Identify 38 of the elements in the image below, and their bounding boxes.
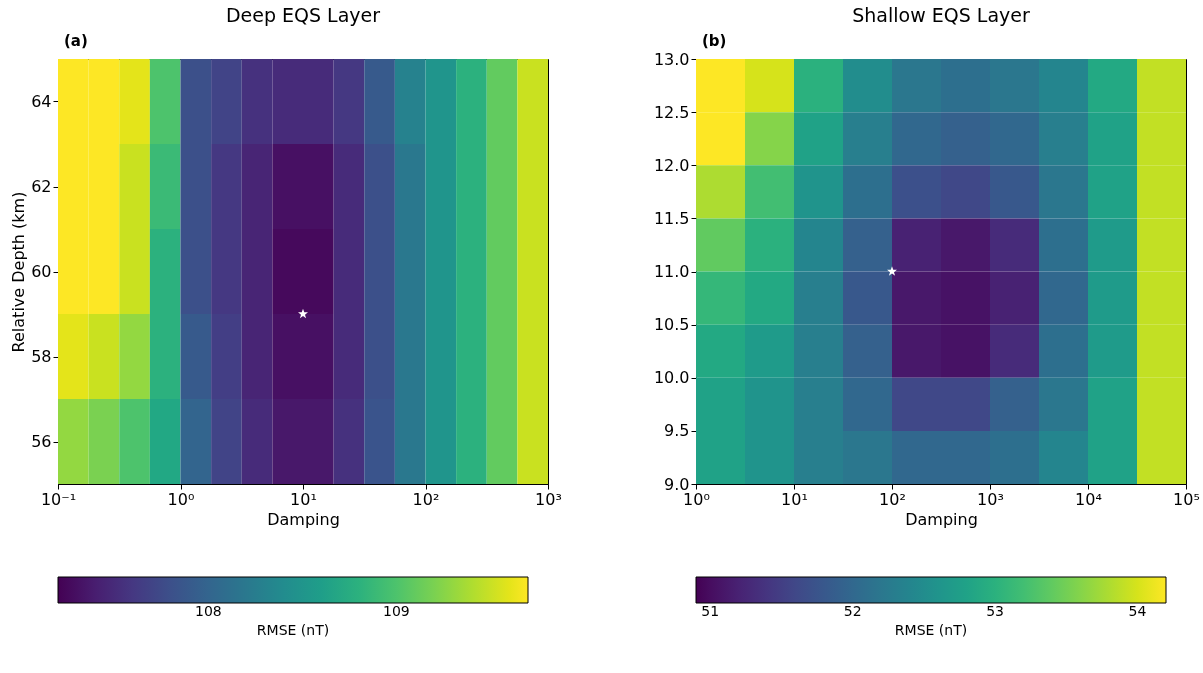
- x-tick-label: 10⁴: [1075, 489, 1102, 509]
- x-tick-label: 10¹: [781, 489, 808, 509]
- x-tick-label: 10¹: [290, 489, 317, 509]
- x-axis-title: Damping: [267, 509, 340, 529]
- color-bar-label: 52: [843, 603, 862, 619]
- x-tick-label: 10³: [535, 489, 562, 509]
- y-tick-label: 12.0: [653, 155, 690, 175]
- chart-title: Deep EQS Layer: [225, 4, 381, 26]
- y-tick-label: 12.5: [653, 102, 690, 122]
- x-tick-label: 10²: [412, 489, 440, 509]
- color-bar-title: RMSE (nT): [256, 622, 330, 638]
- x-tick-label: 10⁰: [167, 489, 195, 509]
- color-bar-label: 108: [195, 603, 222, 619]
- y-tick-label: 58: [31, 347, 52, 366]
- y-tick-label: 11.5: [653, 208, 690, 228]
- x-tick-label: 10²: [879, 489, 906, 509]
- y-tick-label: 60: [31, 262, 52, 281]
- y-tick-label: 56: [31, 432, 52, 451]
- y-tick-label: 10.5: [653, 315, 690, 335]
- color-bar-label: 53: [986, 603, 1005, 619]
- x-axis-title: Damping: [905, 509, 978, 529]
- color-bar-title: RMSE (nT): [894, 622, 968, 638]
- x-tick-label: 10³: [977, 489, 1004, 509]
- y-tick-label: 9.5: [664, 421, 690, 441]
- chart-title: Shallow EQS Layer: [852, 4, 1030, 26]
- x-tick-label: 10⁵: [1173, 489, 1200, 509]
- color-bar-label: 109: [383, 603, 410, 619]
- y-axis-title: Relative Depth (km): [9, 191, 29, 353]
- y-tick-label: 11.0: [653, 262, 690, 281]
- color-bar-label: 54: [1128, 603, 1147, 619]
- y-tick-label: 62: [31, 177, 52, 196]
- y-tick-label: 64: [31, 92, 52, 111]
- color-bar-label: 51: [701, 603, 720, 619]
- text: (a): [64, 32, 88, 50]
- y-tick-label: 13.0: [653, 49, 690, 69]
- text: (b): [702, 32, 727, 50]
- x-tick-label: 10⁻¹: [40, 489, 77, 509]
- y-tick-label: 10.0: [653, 368, 690, 388]
